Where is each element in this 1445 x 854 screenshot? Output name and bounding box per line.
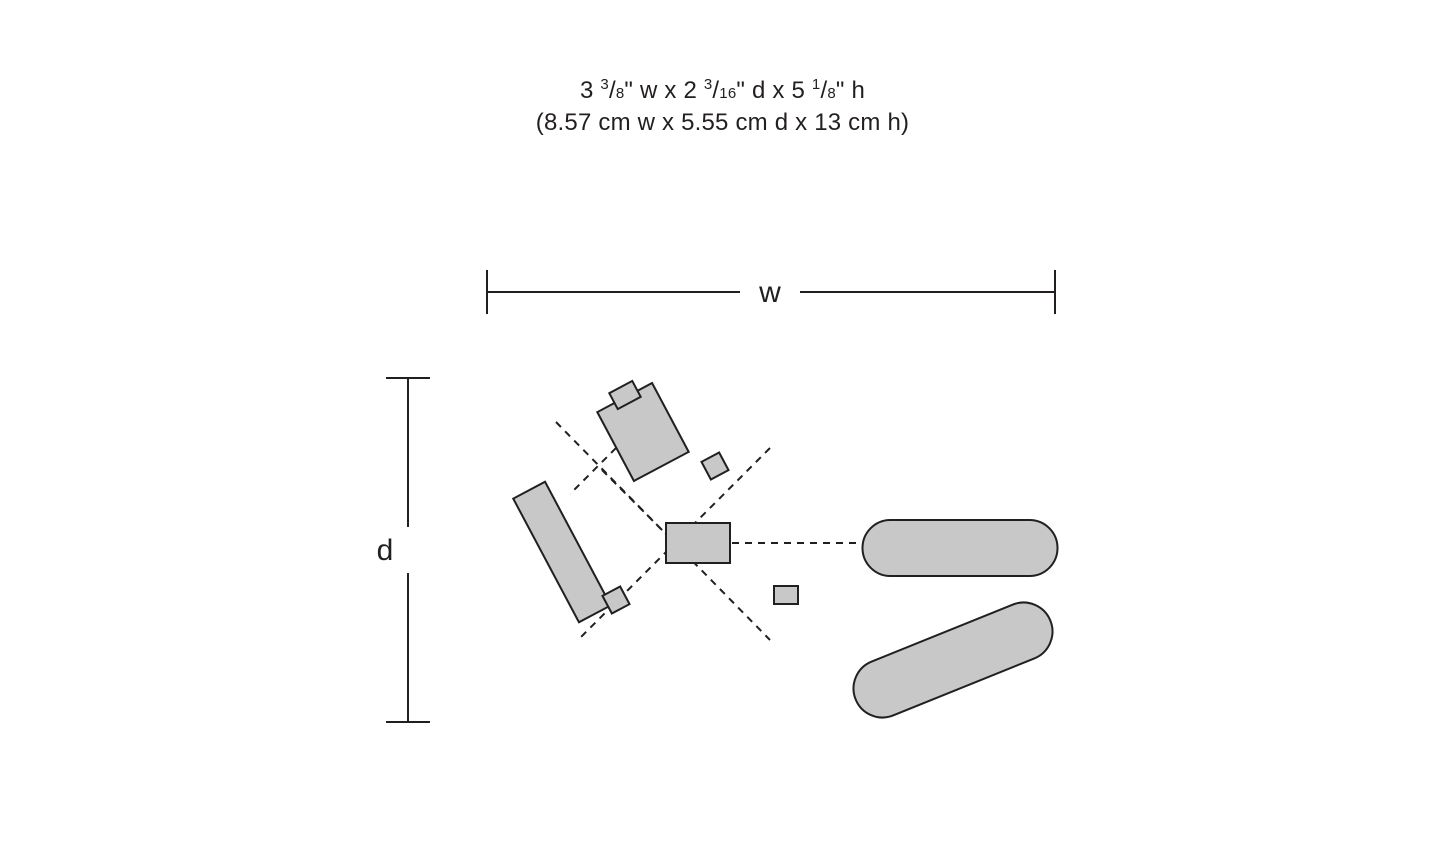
exploded-parts (513, 381, 1061, 726)
diagram-svg: w d (0, 0, 1445, 854)
w-label: w (758, 276, 781, 309)
d-label: d (377, 534, 394, 567)
